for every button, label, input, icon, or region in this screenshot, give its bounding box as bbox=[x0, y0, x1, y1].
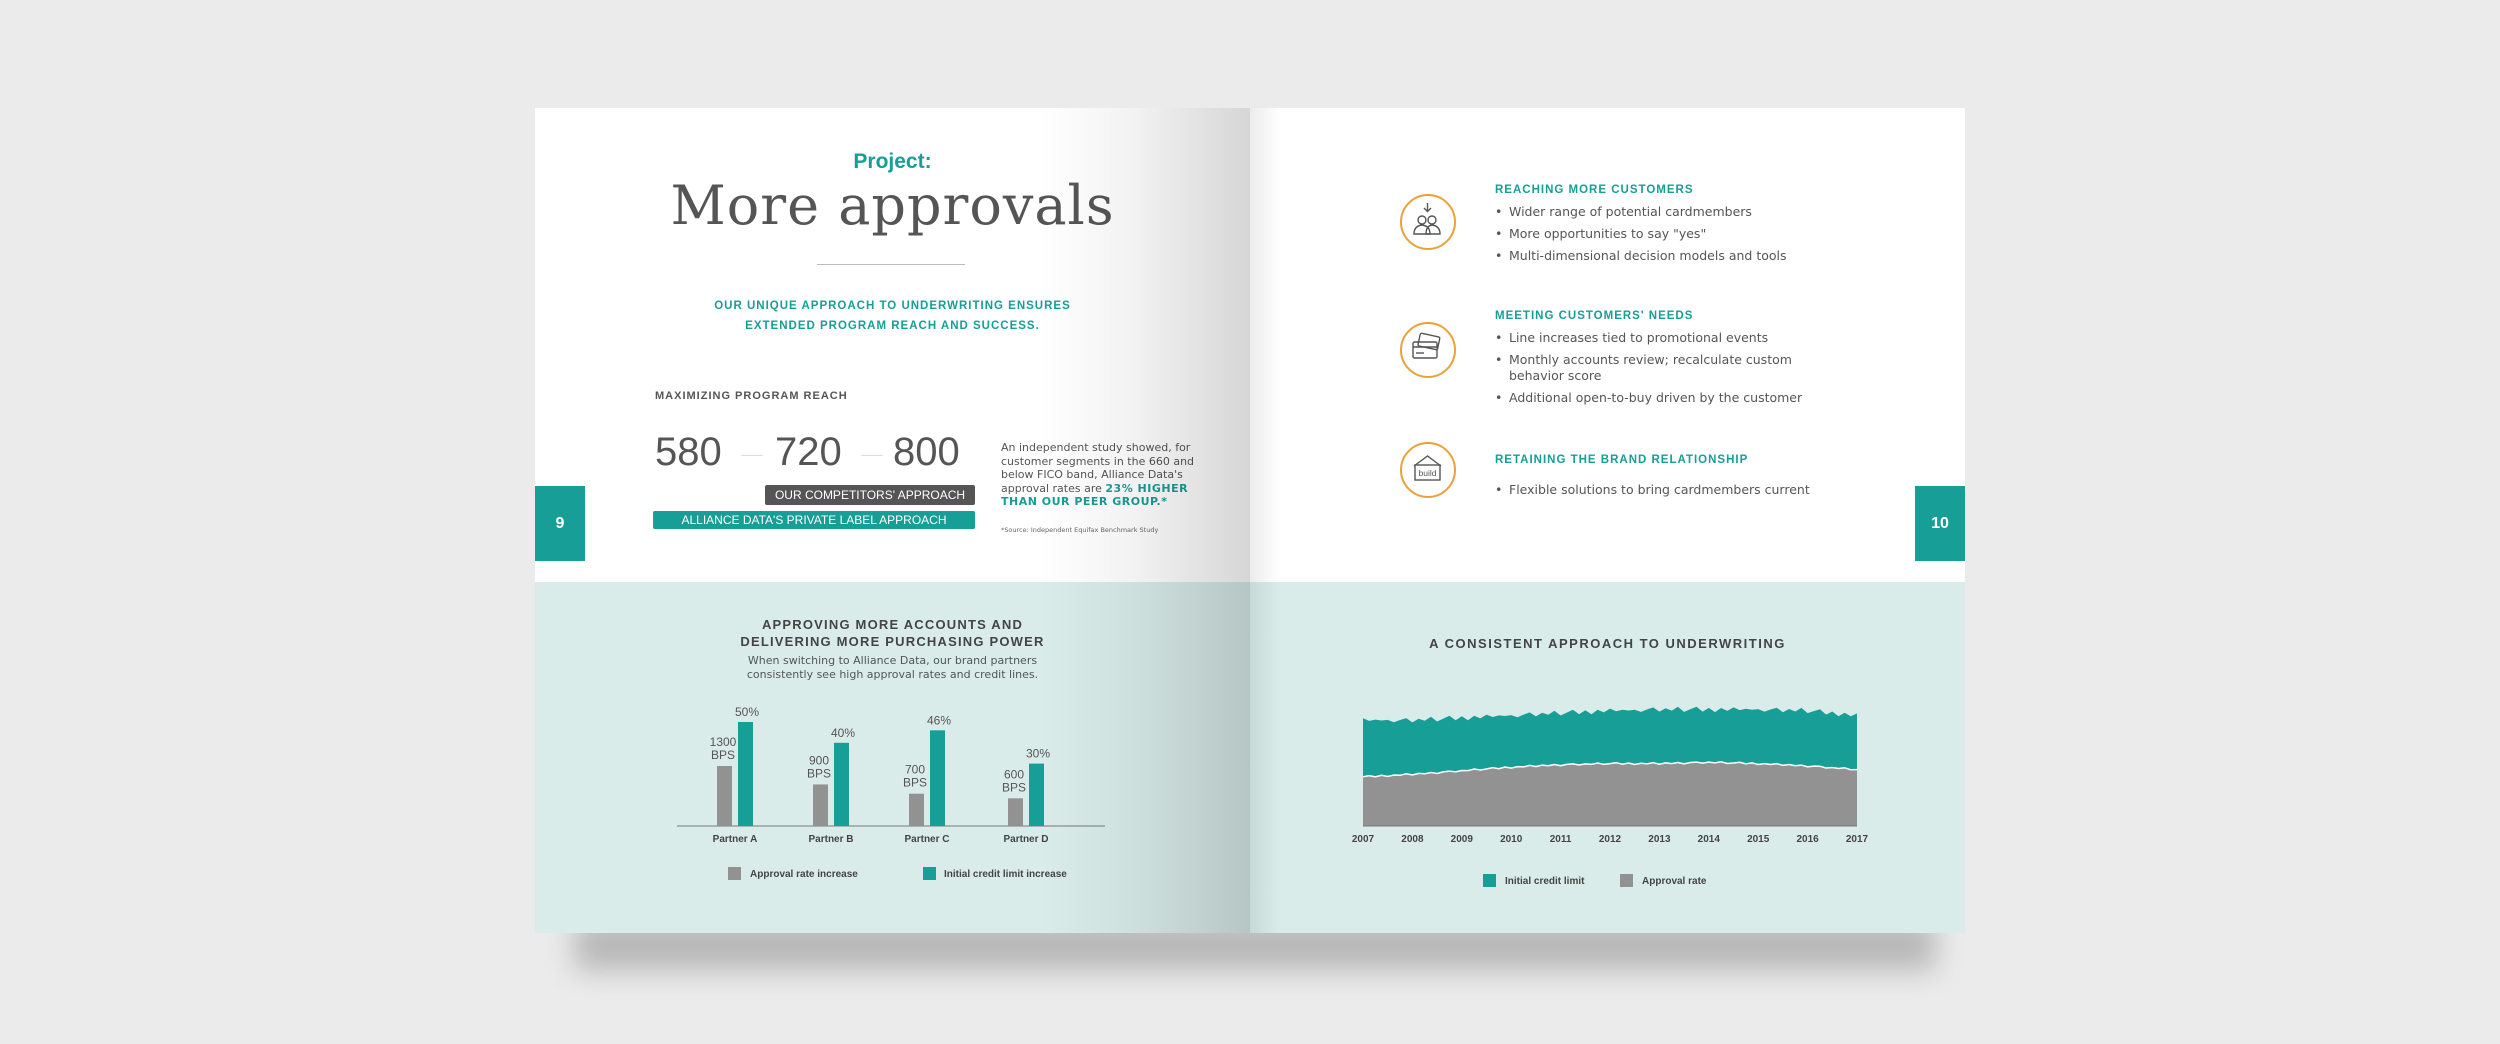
credit-value-label: 30% bbox=[1026, 747, 1050, 761]
legend-swatch-approval bbox=[728, 867, 741, 880]
bar-chart-subtitle-line-1: When switching to Alliance Data, our bra… bbox=[747, 654, 1038, 667]
bar-chart-title: APPROVING MORE ACCOUNTS AND DELIVERING M… bbox=[535, 616, 1250, 650]
category-label: Partner D bbox=[1003, 834, 1048, 845]
area-chart-title: A CONSISTENT APPROACH TO UNDERWRITING bbox=[1429, 636, 1786, 651]
list-item: Multi-dimensional decision models and to… bbox=[1495, 248, 1825, 264]
list-item: Flexible solutions to bring cardmembers … bbox=[1495, 482, 1825, 498]
feature-title-needs: MEETING CUSTOMERS' NEEDS bbox=[1495, 310, 1694, 322]
list-item: Additional open-to-buy driven by the cus… bbox=[1495, 390, 1825, 406]
section-label: MAXIMIZING PROGRAM REACH bbox=[655, 390, 848, 402]
study-highlight: 23% HIGHER THAN OUR PEER GROUP.* bbox=[1001, 481, 1189, 509]
approval-bar bbox=[717, 766, 732, 826]
eyebrow-label: Project: bbox=[853, 150, 932, 173]
fico-dash-1 bbox=[741, 455, 763, 456]
title-divider bbox=[817, 264, 965, 265]
x-tick-label: 2013 bbox=[1648, 834, 1671, 845]
category-label: Partner C bbox=[904, 834, 949, 845]
credit-limit-bar bbox=[930, 730, 945, 826]
x-tick-label: 2010 bbox=[1500, 834, 1523, 845]
bar-chart-subtitle: When switching to Alliance Data, our bra… bbox=[535, 654, 1250, 682]
x-tick-label: 2015 bbox=[1747, 834, 1770, 845]
list-item: Line increases tied to promotional event… bbox=[1495, 330, 1825, 346]
feature-list-reach: Wider range of potential cardmembers Mor… bbox=[1495, 204, 1825, 270]
credit-limit-bar bbox=[1029, 763, 1044, 826]
approval-bar bbox=[813, 784, 828, 826]
study-body: An independent study showed, for custome… bbox=[1001, 441, 1195, 495]
page-number-tab: 10 bbox=[1915, 486, 1965, 561]
right-page: REACHING MORE CUSTOMERS Wider range of p… bbox=[1250, 108, 1965, 933]
credit-limit-bar bbox=[834, 742, 849, 826]
category-label: Partner A bbox=[713, 834, 758, 845]
approval-unit-label: BPS bbox=[711, 748, 735, 762]
approval-bar bbox=[909, 793, 924, 826]
fico-score-3: 800 bbox=[893, 430, 960, 474]
x-tick-label: 2007 bbox=[1352, 834, 1375, 845]
legend-label-credit: Initial credit limit increase bbox=[944, 869, 1067, 880]
feature-title-brand: RETAINING THE BRAND RELATIONSHIP bbox=[1495, 454, 1749, 466]
lead-line-1: OUR UNIQUE APPROACH TO UNDERWRITING ENSU… bbox=[714, 300, 1071, 312]
approval-unit-label: BPS bbox=[807, 766, 831, 780]
legend-swatch-credit bbox=[1483, 874, 1496, 887]
fico-score-1: 580 bbox=[655, 430, 722, 474]
category-label: Partner B bbox=[808, 834, 853, 845]
legend-label-approval: Approval rate bbox=[1642, 876, 1707, 887]
legend-label-approval: Approval rate increase bbox=[750, 869, 858, 880]
bar-chart-title-line-2: DELIVERING MORE PURCHASING POWER bbox=[740, 634, 1045, 649]
approval-unit-label: BPS bbox=[903, 776, 927, 790]
fico-dash-2 bbox=[861, 455, 883, 456]
series-area-approval-rate bbox=[1363, 761, 1857, 826]
study-text: An independent study showed, for custome… bbox=[1001, 441, 1201, 509]
list-item: Monthly accounts review; recalculate cus… bbox=[1495, 352, 1825, 384]
x-tick-label: 2011 bbox=[1550, 834, 1572, 845]
feature-list-brand: Flexible solutions to bring cardmembers … bbox=[1495, 482, 1825, 504]
people-icon bbox=[1400, 194, 1456, 250]
fico-score-2: 720 bbox=[775, 430, 842, 474]
page-title: More approvals bbox=[670, 174, 1115, 237]
lead-text: OUR UNIQUE APPROACH TO UNDERWRITING ENSU… bbox=[685, 296, 1100, 336]
x-tick-label: 2014 bbox=[1698, 834, 1721, 845]
credit-value-label: 46% bbox=[927, 713, 951, 727]
left-page: Project: More approvals OUR UNIQUE APPRO… bbox=[535, 108, 1250, 933]
legend-swatch-approval bbox=[1620, 874, 1633, 887]
build-icon-label: build bbox=[1419, 468, 1437, 478]
approval-bar bbox=[1008, 798, 1023, 826]
approval-value-label: 1300 bbox=[710, 735, 737, 749]
area-chart: 2007 2008 2009 2010 2011 2012 2013 2014 2015 2016… bbox=[1352, 706, 1869, 887]
feature-title-reach: REACHING MORE CUSTOMERS bbox=[1495, 184, 1694, 196]
build-house-icon: build bbox=[1400, 442, 1456, 498]
x-tick-label: 2016 bbox=[1796, 834, 1819, 845]
x-tick-label: 2008 bbox=[1401, 834, 1424, 845]
bar-chart-title-line-1: APPROVING MORE ACCOUNTS AND bbox=[761, 617, 1024, 632]
x-tick-label: 2017 bbox=[1846, 834, 1869, 845]
bar-chart-subtitle-line-2: consistently see high approval rates and… bbox=[746, 668, 1039, 681]
credit-value-label: 40% bbox=[831, 726, 855, 740]
approval-value-label: 700 bbox=[905, 763, 925, 777]
page-number-tab: 9 bbox=[535, 486, 585, 561]
credit-value-label: 50% bbox=[735, 705, 759, 719]
lead-line-2: EXTENDED PROGRAM REACH AND SUCCESS. bbox=[745, 320, 1040, 332]
booklet-spread: Project: More approvals OUR UNIQUE APPRO… bbox=[535, 108, 1965, 933]
list-item: Wider range of potential cardmembers bbox=[1495, 204, 1825, 220]
list-item: More opportunities to say "yes" bbox=[1495, 226, 1825, 242]
feature-list-needs: Line increases tied to promotional event… bbox=[1495, 330, 1825, 412]
legend-swatch-credit bbox=[923, 867, 936, 880]
credit-cards-icon bbox=[1400, 322, 1456, 378]
x-tick-label: 2009 bbox=[1451, 834, 1474, 845]
competitors-approach-bar: OUR COMPETITORS' APPROACH bbox=[765, 485, 975, 505]
approval-value-label: 900 bbox=[809, 753, 829, 767]
approval-unit-label: BPS bbox=[1002, 780, 1026, 794]
credit-limit-bar bbox=[738, 722, 753, 826]
source-note: *Source: Independent Equifax Benchmark S… bbox=[1001, 526, 1159, 534]
legend-label-credit: Initial credit limit bbox=[1505, 876, 1585, 887]
x-tick-label: 2012 bbox=[1599, 834, 1622, 845]
approval-value-label: 600 bbox=[1004, 767, 1024, 781]
left-bottom-band bbox=[535, 582, 1250, 933]
alliance-approach-bar: ALLIANCE DATA'S PRIVATE LABEL APPROACH bbox=[653, 511, 975, 529]
series-divider-line bbox=[1362, 761, 1858, 778]
